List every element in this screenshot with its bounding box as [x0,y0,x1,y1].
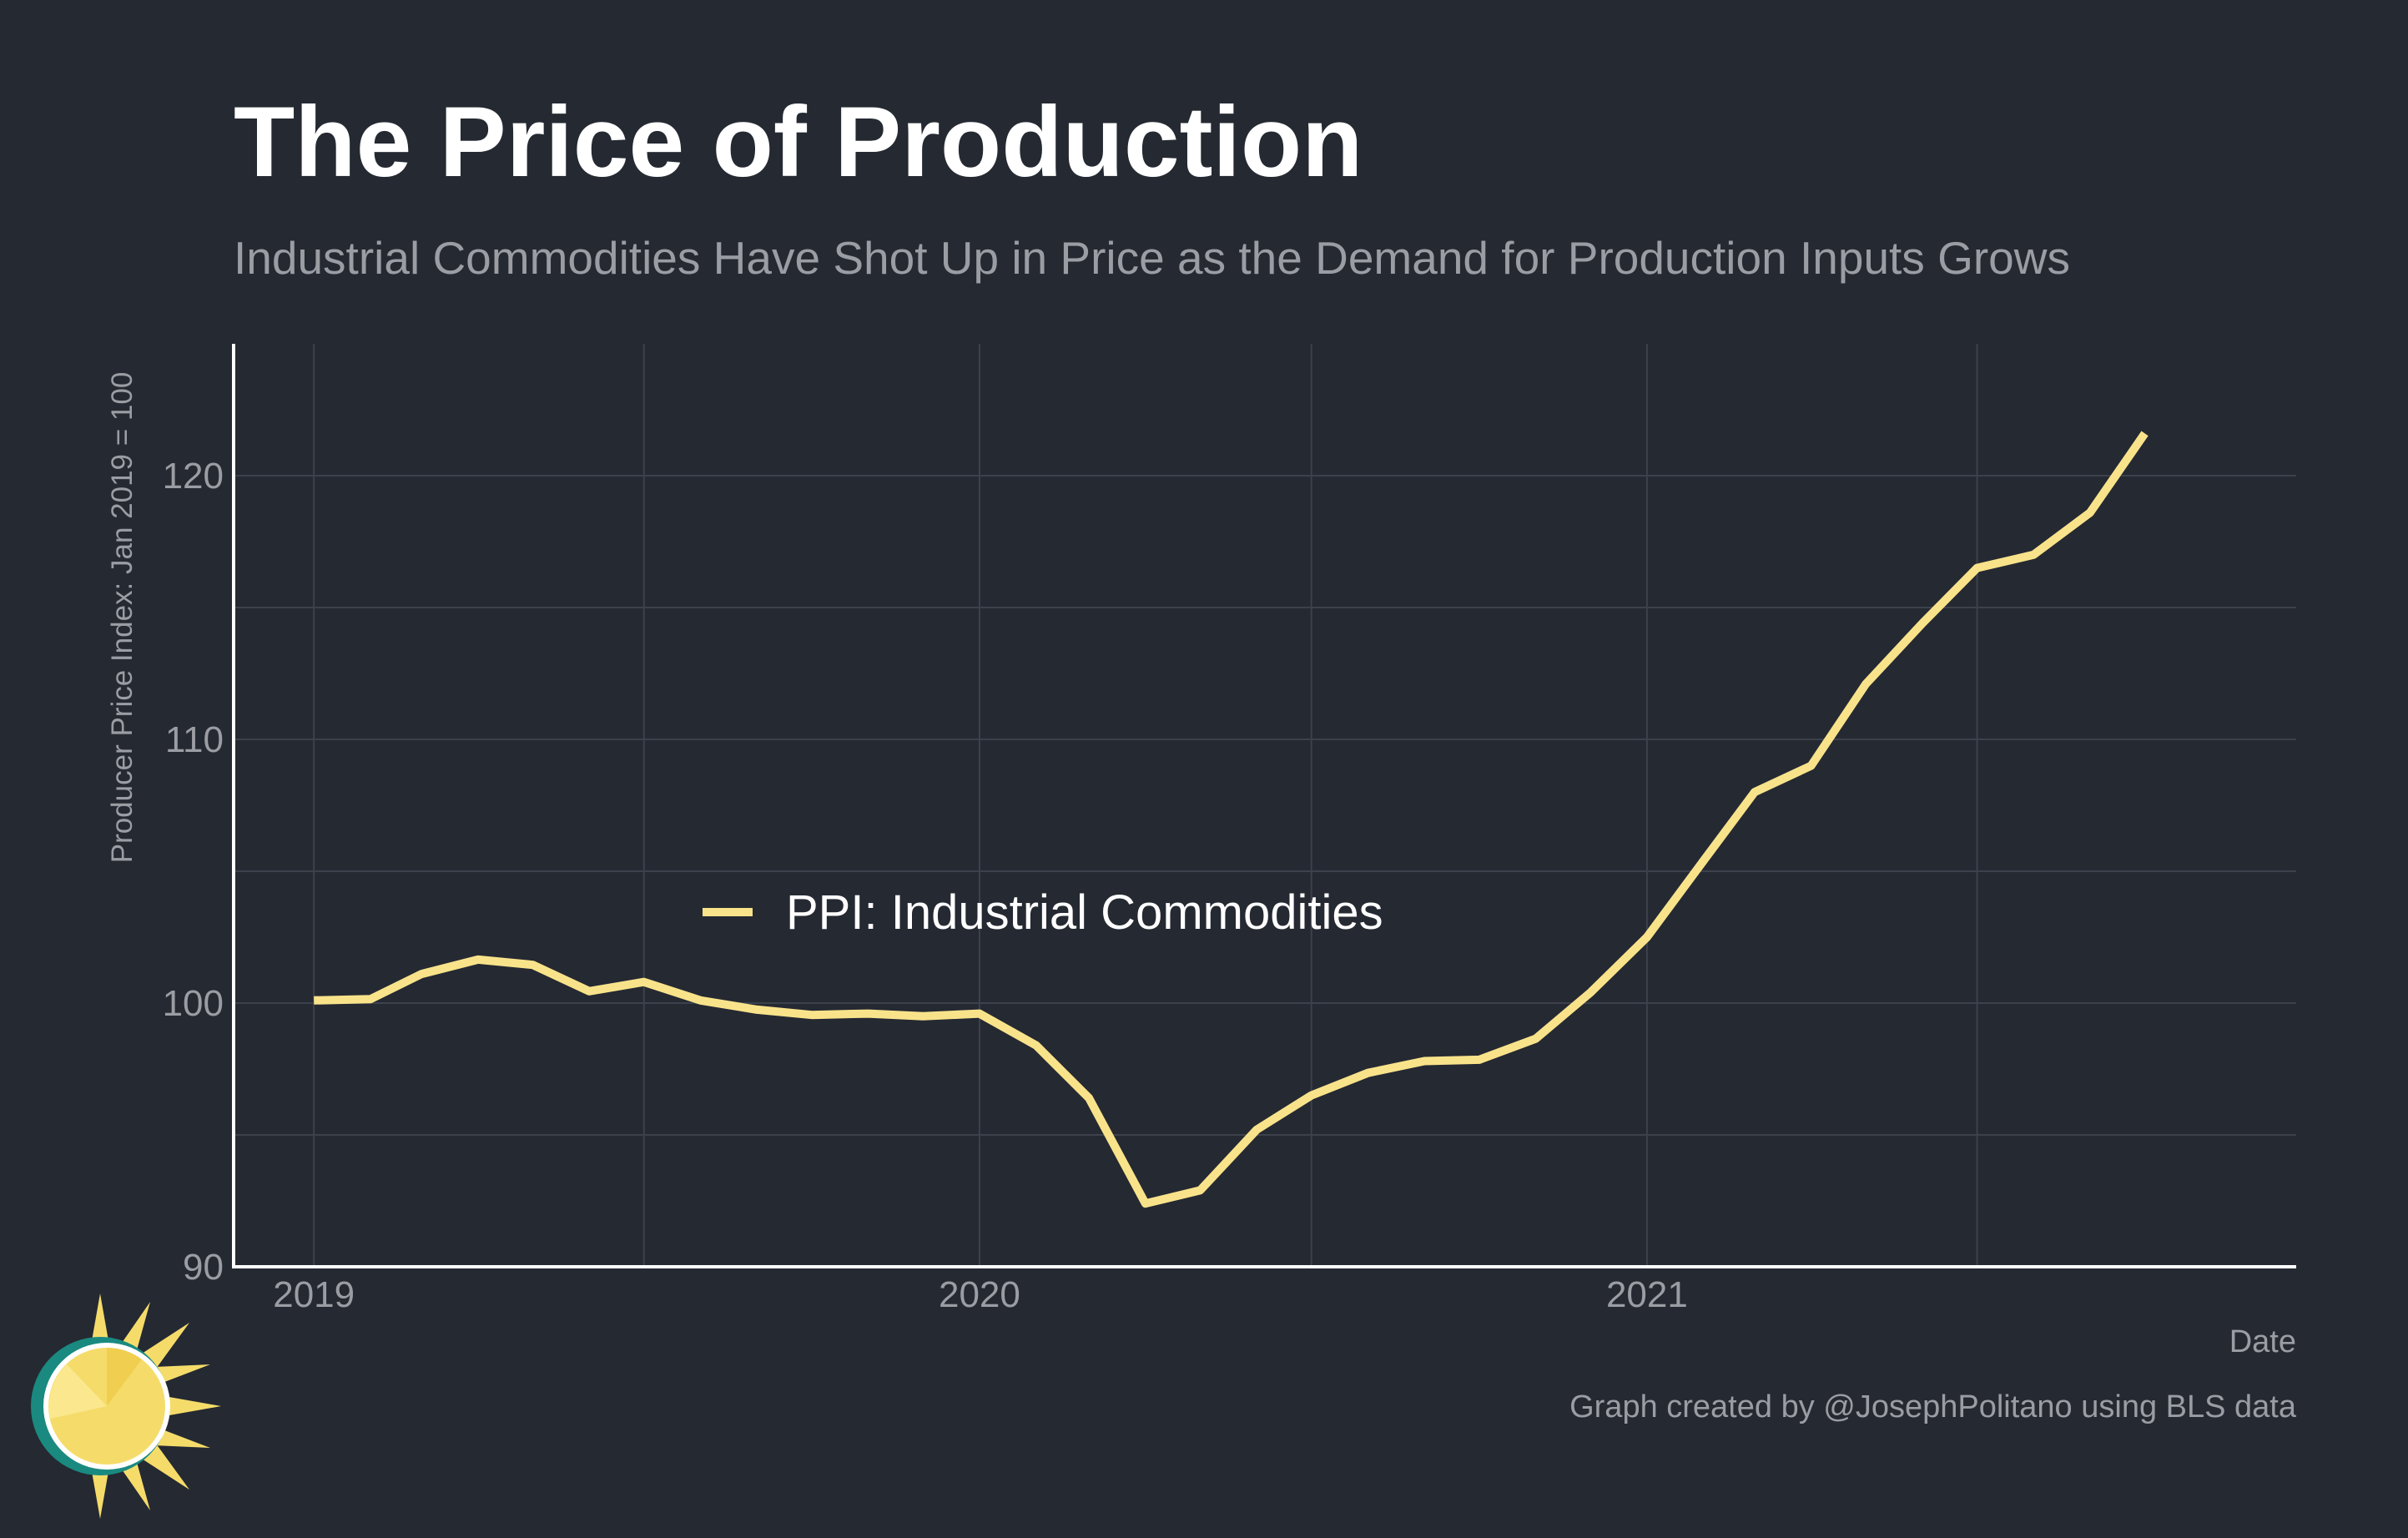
series-group [314,431,2149,1208]
y-tick-label: 90 [183,1247,224,1288]
legend-label: PPI: Industrial Commodities [786,885,1383,940]
gridlines [234,344,2296,1268]
sun-logo-icon [31,1293,221,1519]
series-line [314,431,2149,1208]
chart-subtitle: Industrial Commodities Have Shot Up in P… [234,232,2070,284]
legend: PPI: Industrial Commodities [703,885,1383,940]
x-tick-label: 2020 [939,1274,1020,1315]
y-tick-label: 110 [165,719,224,760]
x-axis-label: Date [2229,1324,2296,1359]
source-credit: Graph created by @JosephPolitano using B… [1569,1389,2296,1425]
chart-title: The Price of Production [234,86,1363,198]
y-axis-label: Producer Price Index: Jan 2019 = 100 [106,372,139,864]
x-tick-label: 2021 [1606,1274,1688,1315]
y-tick-label: 120 [163,456,224,497]
tick-labels: 90 100 110 120 2019 2020 2021 [163,456,1688,1315]
x-tick-label: 2019 [273,1274,355,1315]
y-tick-label: 100 [163,983,224,1024]
axes [232,344,2296,1268]
